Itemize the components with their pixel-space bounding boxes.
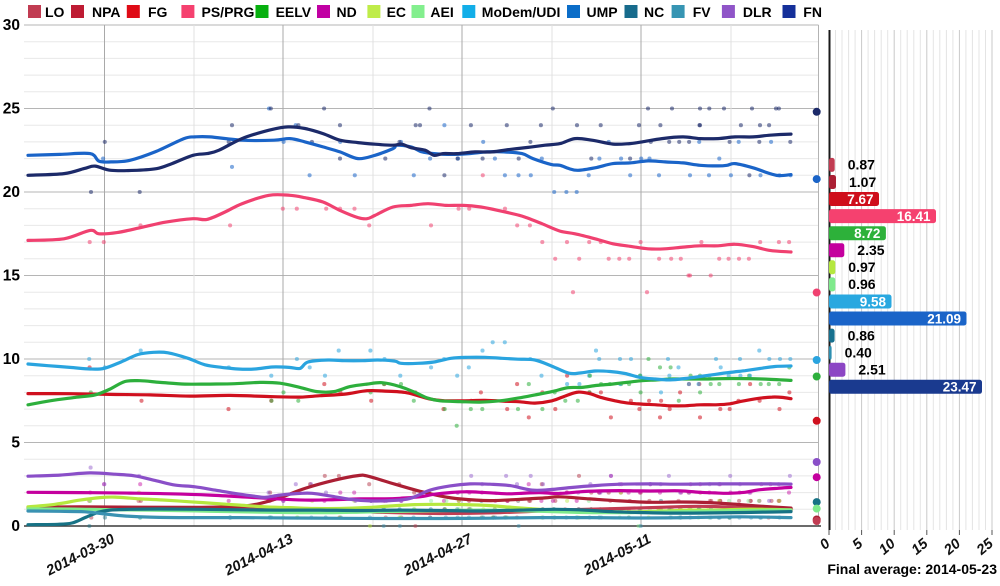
svg-text:10: 10 — [3, 351, 20, 368]
svg-text:30: 30 — [3, 17, 20, 34]
svg-text:0.86: 0.86 — [848, 327, 875, 343]
svg-text:NPA: NPA — [92, 4, 121, 20]
svg-text:7.67: 7.67 — [847, 192, 873, 207]
svg-text:EC: EC — [387, 4, 406, 20]
svg-text:2.35: 2.35 — [857, 242, 884, 258]
svg-text:UMP: UMP — [587, 4, 618, 20]
svg-text:Final average: 2014-05-23: Final average: 2014-05-23 — [827, 561, 997, 577]
svg-text:16.41: 16.41 — [897, 209, 931, 224]
svg-text:9.58: 9.58 — [860, 294, 887, 309]
svg-text:15: 15 — [3, 268, 21, 285]
svg-text:NC: NC — [644, 4, 664, 20]
svg-text:23.47: 23.47 — [943, 380, 977, 395]
svg-text:25: 25 — [3, 101, 21, 118]
svg-text:1.07: 1.07 — [849, 174, 876, 190]
svg-text:20: 20 — [3, 184, 20, 201]
svg-text:MoDem/UDI: MoDem/UDI — [482, 4, 561, 20]
svg-text:FG: FG — [148, 4, 168, 20]
svg-text:0.96: 0.96 — [848, 276, 875, 292]
svg-text:0: 0 — [11, 518, 20, 535]
svg-text:LO: LO — [45, 4, 65, 20]
svg-text:AEI: AEI — [430, 4, 453, 20]
svg-text:0.87: 0.87 — [848, 157, 875, 173]
svg-text:FN: FN — [803, 4, 822, 20]
svg-text:0.40: 0.40 — [845, 345, 872, 361]
svg-text:2.51: 2.51 — [858, 362, 885, 378]
svg-text:FV: FV — [693, 4, 712, 20]
svg-text:PS/PRG: PS/PRG — [202, 4, 255, 20]
svg-text:ND: ND — [337, 4, 357, 20]
svg-text:DLR: DLR — [743, 4, 772, 20]
svg-text:8.72: 8.72 — [854, 226, 880, 241]
svg-text:0.97: 0.97 — [848, 259, 875, 275]
svg-text:10: 10 — [876, 536, 899, 559]
svg-text:21.09: 21.09 — [927, 311, 961, 326]
svg-text:EELV: EELV — [276, 4, 312, 20]
svg-text:5: 5 — [11, 435, 20, 452]
